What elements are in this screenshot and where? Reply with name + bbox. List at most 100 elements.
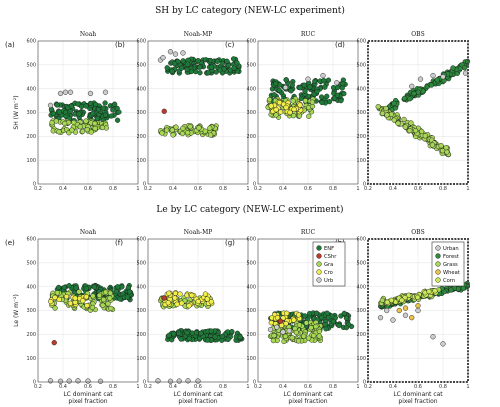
data-point-cshr [277, 318, 284, 324]
x-axis-label-line2: pixel fraction [398, 398, 437, 405]
panel-label: (a) [5, 41, 15, 49]
x-axis-label: LC dominant cat [393, 391, 443, 398]
tick-label-y: 400 [26, 284, 36, 290]
data-point-gra [187, 124, 193, 130]
tick-label-y: 600 [356, 39, 366, 45]
data-point-enf [178, 65, 185, 71]
tick-label-y: 500 [26, 261, 36, 267]
data-point-enf [186, 335, 193, 342]
data-point-wheat [409, 315, 415, 321]
data-point-gra [69, 127, 75, 133]
data-point-cro [56, 296, 62, 303]
data-point-enf [343, 324, 350, 331]
data-point-enf [205, 70, 211, 76]
tick-label-y: 100 [356, 356, 366, 362]
data-point-urb [75, 378, 81, 384]
data-point-enf [91, 284, 97, 290]
tick-label-y: 300 [26, 110, 36, 116]
data-point-enf [126, 289, 133, 295]
data-points [47, 89, 122, 136]
data-point-urb [160, 55, 166, 61]
tick-label-y: 200 [26, 332, 36, 338]
data-point-cro [268, 320, 274, 326]
tick-label-x: 0.2 [254, 186, 262, 192]
plot-frame [257, 238, 359, 383]
panel-label: (c) [225, 41, 235, 49]
data-point-gra [273, 112, 279, 118]
data-point-enf [283, 77, 289, 83]
data-point-urb [185, 378, 191, 384]
data-point-urban [377, 315, 384, 321]
data-point-enf [83, 103, 89, 109]
panel-e: Noah (e) 0 100 200 300 400 500 600 0.2 0.4 0.6 0.8 1 L… [5, 229, 140, 405]
data-point-enf [198, 330, 204, 336]
tick-label-y: 600 [136, 39, 146, 45]
data-point-grass [422, 133, 428, 139]
tick-label-x: 0.2 [144, 186, 152, 192]
data-point-enf [83, 285, 89, 292]
data-point-enf [102, 100, 108, 106]
data-point-enf [189, 330, 196, 336]
y-axis-label: Le (W m⁻²) [13, 294, 20, 327]
data-point-grass [379, 110, 386, 117]
data-point-forest [411, 90, 417, 97]
data-point-gra [179, 130, 186, 137]
data-point-gra [306, 335, 312, 341]
tick-label-x: 0.4 [169, 384, 177, 390]
data-point-grass [379, 297, 386, 303]
data-point-gra [313, 323, 319, 330]
tick-label-y: 400 [246, 86, 256, 92]
data-point-enf [314, 88, 320, 95]
data-point-grass [395, 120, 401, 126]
tick-label-y: 0 [33, 182, 36, 188]
plot-frame [257, 40, 359, 185]
data-point-grass [375, 104, 381, 110]
data-point-urb [267, 326, 274, 333]
data-point-grass [412, 127, 419, 134]
data-point-urb [282, 84, 289, 91]
tick-label-x: 0.6 [84, 384, 92, 390]
data-point-gra [83, 118, 89, 124]
panel-title: OBS [411, 229, 424, 236]
data-point-grass [443, 145, 449, 151]
tick-label-x: 0.6 [84, 186, 92, 192]
panel-label: (g) [225, 239, 235, 247]
tick-label-y: 100 [136, 356, 146, 362]
data-point-gra [92, 120, 98, 127]
data-point-gra [306, 113, 312, 119]
x-axis-label-line2: pixel fraction [68, 398, 107, 405]
data-point-grass [402, 124, 408, 130]
tick-label-x: 0.2 [34, 186, 42, 192]
tick-label-y: 500 [356, 261, 366, 267]
tick-label-y: 0 [143, 380, 146, 386]
legend-marker-enf [316, 245, 322, 251]
data-point-corn [432, 288, 438, 294]
data-point-cro [165, 300, 171, 306]
data-point-forest [391, 100, 397, 106]
data-point-gra [84, 126, 90, 133]
data-point-cro [172, 295, 178, 301]
tick-label-x: 0.8 [439, 186, 447, 192]
data-point-enf [178, 336, 184, 342]
tick-label-x: 0.6 [194, 186, 202, 192]
data-point-gra [303, 320, 310, 326]
data-point-grass [444, 149, 450, 155]
data-point-urban [430, 334, 436, 340]
data-point-cro [179, 300, 185, 306]
data-point-gra [266, 96, 273, 103]
data-point-cro [189, 292, 195, 298]
data-point-enf [234, 60, 240, 66]
data-point-gra [290, 113, 297, 119]
data-point-gra [54, 290, 60, 296]
tick-label-y: 600 [26, 237, 36, 243]
data-point-forest [428, 82, 435, 88]
data-point-gra [282, 333, 289, 339]
data-point-enf [208, 328, 214, 334]
data-point-gra [96, 292, 103, 299]
panel-h: OBS(h)01002003004005006000.20.40.60.81LC… [335, 229, 470, 405]
tick-label-x: 0.6 [304, 186, 312, 192]
tick-label-y: 100 [246, 356, 256, 362]
data-point-enf [68, 103, 75, 109]
data-point-grass [407, 127, 413, 134]
